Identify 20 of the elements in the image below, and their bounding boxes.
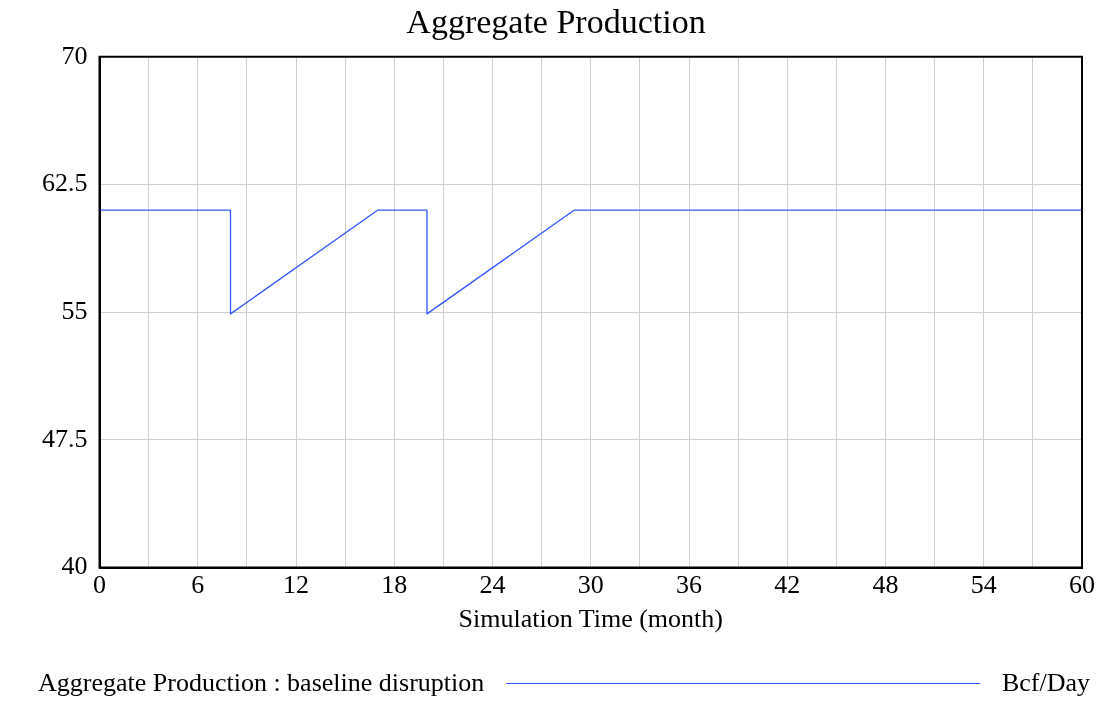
x-tick-label: 48 <box>872 570 899 600</box>
y-tick-label: 40 <box>61 551 88 581</box>
x-tick-label: 30 <box>577 570 604 600</box>
x-tick-label: 24 <box>479 570 506 600</box>
chart-title: Aggregate Production <box>406 3 706 41</box>
text: Aggregate Production : baseline disruption <box>38 668 485 698</box>
x-tick-label: 6 <box>191 570 205 600</box>
x-tick-label: 60 <box>1069 570 1095 600</box>
x-tick-label: 18 <box>381 570 408 600</box>
x-tick-label: 42 <box>774 570 801 600</box>
x-tick-label: 54 <box>970 570 997 600</box>
x-tick-label: 0 <box>93 570 106 600</box>
y-tick-label: 47.5 <box>42 423 88 453</box>
x-tick-label: 12 <box>283 570 309 600</box>
x-axis-title: Simulation Time (month) <box>458 604 723 634</box>
y-tick-label: 55 <box>61 296 88 326</box>
x-tick-label: 36 <box>676 570 702 600</box>
text: Bcf/Day <box>1001 668 1090 698</box>
y-tick-label: 62.5 <box>42 168 88 198</box>
y-tick-label: 70 <box>61 40 88 70</box>
